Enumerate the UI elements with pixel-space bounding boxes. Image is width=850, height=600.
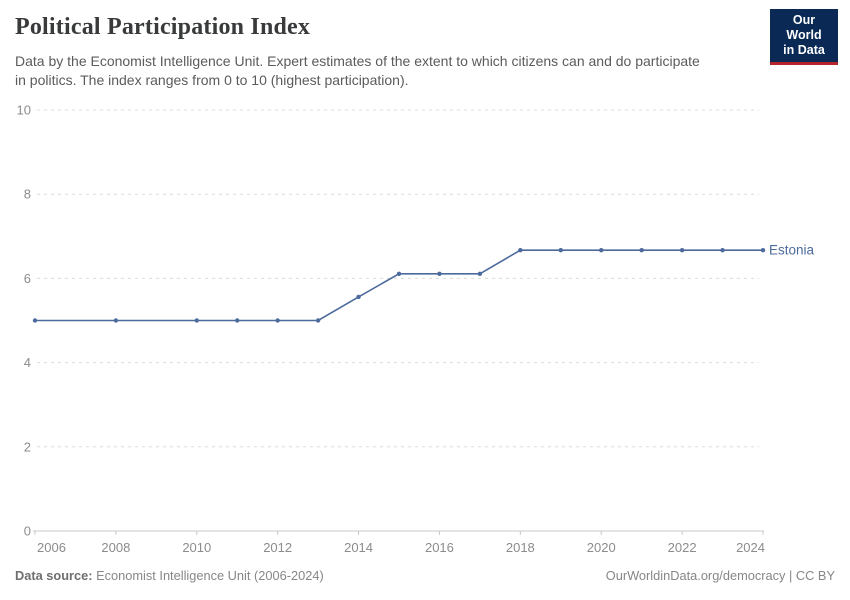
data-point [679, 247, 685, 253]
owid-logo[interactable]: Our World in Data [770, 9, 838, 65]
y-axis-tick-label: 2 [24, 439, 31, 454]
data-point [720, 247, 725, 253]
data-point [194, 318, 199, 323]
chart-subtitle: Data by the Economist Intelligence Unit.… [15, 52, 775, 89]
logo-text-line-1: Our World [786, 13, 822, 42]
x-axis-tick-label: 2014 [344, 540, 373, 555]
x-axis-tick-label: 2016 [425, 540, 454, 555]
data-point [639, 247, 644, 253]
y-axis-tick-label: 10 [17, 103, 31, 118]
x-axis-tick-label: 2022 [668, 540, 697, 555]
logo-text-line-2: in Data [783, 43, 825, 57]
data-source-label: Data source: [15, 568, 93, 583]
x-axis-tick-label: 2024 [736, 540, 765, 555]
x-axis-tick-label: 2012 [263, 540, 292, 555]
y-axis-tick-label: 0 [24, 524, 31, 539]
subtitle-line-2: in politics. The index ranges from 0 to … [15, 71, 409, 88]
series-label[interactable]: Estonia [769, 243, 815, 258]
data-point [113, 318, 119, 323]
subtitle-line-1: Data by the Economist Intelligence Unit.… [15, 53, 700, 69]
data-point [477, 271, 483, 276]
x-axis-tick-label: 2006 [37, 540, 66, 555]
y-axis-tick-label: 4 [24, 355, 31, 370]
citation-link[interactable]: OurWorldinData.org/democracy | CC BY [605, 568, 835, 583]
data-source-name: Economist Intelligence Unit (2006-2024) [92, 568, 324, 583]
chart-footer: Data source: Economist Intelligence Unit… [15, 568, 835, 583]
data-point [599, 247, 604, 253]
data-point [32, 318, 38, 323]
data-point [235, 318, 240, 323]
y-axis-tick-label: 8 [24, 187, 31, 202]
x-axis-tick-label: 2018 [506, 540, 535, 555]
data-point [437, 271, 442, 276]
data-point [396, 271, 402, 276]
data-source-note: Data source: Economist Intelligence Unit… [15, 568, 324, 583]
x-axis-tick-label: 2010 [182, 540, 211, 555]
data-point [275, 318, 280, 323]
data-point [558, 247, 563, 253]
data-point [760, 247, 766, 253]
y-axis-tick-label: 6 [24, 271, 31, 286]
data-point [518, 247, 523, 253]
x-axis-tick-label: 2020 [587, 540, 616, 555]
data-line [35, 249, 763, 322]
x-axis-tick-label: 2008 [101, 540, 130, 555]
data-point [315, 318, 321, 323]
data-point [356, 294, 361, 300]
page-title: Political Participation Index [15, 14, 311, 40]
